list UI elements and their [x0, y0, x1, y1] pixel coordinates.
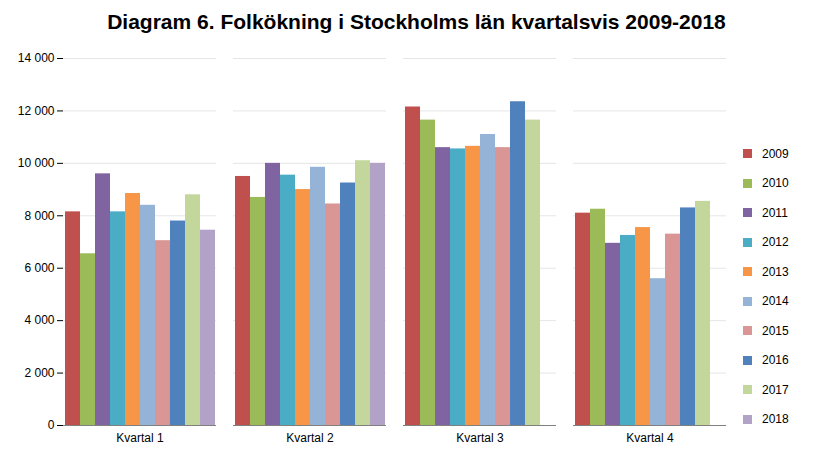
html-text:2010: 2010	[762, 176, 789, 191]
html-text:2013: 2013	[762, 264, 789, 279]
svg-text:2 000: 2 000	[24, 366, 54, 380]
html-text:2014: 2014	[762, 294, 789, 309]
html-text:2012: 2012	[762, 235, 789, 250]
svg-text:8 000: 8 000	[24, 209, 54, 223]
svg-text:Kvartal 1: Kvartal 1	[116, 431, 164, 445]
html-text:2009: 2009	[762, 146, 789, 161]
svg-text:0: 0	[48, 418, 55, 432]
svg-text:12 000: 12 000	[18, 104, 55, 118]
svg-text:6 000: 6 000	[24, 261, 54, 275]
svg-text:14 000: 14 000	[18, 51, 55, 65]
html-text:2015: 2015	[762, 323, 789, 338]
svg-text:Kvartal 3: Kvartal 3	[456, 431, 504, 445]
html-text:2011: 2011	[762, 205, 788, 220]
html-text:2016: 2016	[762, 353, 789, 368]
html-text:Diagram 6. Folkökning i Stockh: Diagram 6. Folkökning i Stockholms län k…	[107, 10, 726, 33]
svg-text:Kvartal 4: Kvartal 4	[626, 431, 674, 445]
svg-text:10 000: 10 000	[18, 156, 55, 170]
html-text:2018: 2018	[762, 412, 789, 427]
svg-text:Kvartal 2: Kvartal 2	[286, 431, 334, 445]
svg-text:4 000: 4 000	[24, 313, 54, 327]
html-text:2017: 2017	[762, 382, 789, 397]
